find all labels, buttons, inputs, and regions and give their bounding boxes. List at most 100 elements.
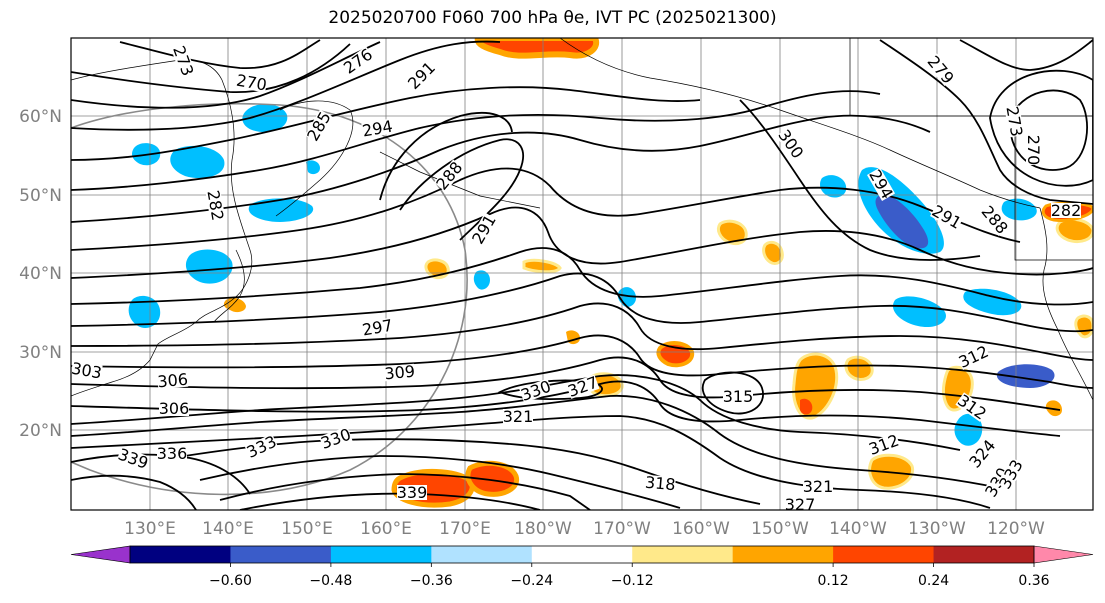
lon-tick-label: 140°E — [202, 519, 254, 539]
shade-blob-orange-14 — [1055, 217, 1093, 244]
lon-tick-label: 140°W — [829, 519, 887, 539]
shade-blob-red-5 — [656, 341, 695, 368]
contour-label-bg — [723, 389, 753, 404]
colorbar-extend-low — [70, 545, 131, 564]
lon-tick-label: 180°W — [514, 519, 572, 539]
contour-label: 309 — [384, 362, 416, 384]
contour-label-bg — [319, 426, 353, 451]
contour-label-bg — [519, 378, 553, 403]
contour-327 — [199, 455, 681, 509]
contour-label-bg — [776, 127, 806, 161]
contour-label-bg — [469, 212, 498, 246]
lat-tick-label: 60°N — [19, 107, 62, 127]
contour-label-bg — [644, 474, 676, 493]
contour-trough-300 — [739, 99, 981, 261]
colorbar-segment — [130, 546, 231, 563]
contour-297 — [71, 247, 1093, 306]
contour-306 — [71, 334, 1093, 389]
colorbar-segment — [230, 546, 332, 563]
shade-blob-orange-4 — [762, 240, 784, 266]
contour-label-bg — [956, 343, 991, 370]
contour-label-bg — [171, 44, 196, 78]
contour-label-bg — [996, 457, 1025, 491]
colorbar-tick-label: −0.24 — [510, 573, 553, 589]
colorbar-extend-high — [1033, 545, 1094, 564]
contour-label-bg — [71, 360, 103, 381]
colorbar-segment — [933, 546, 1035, 563]
contour-label-bg — [867, 432, 901, 457]
contour-label-bg — [116, 446, 150, 471]
coast-kamchatka — [275, 100, 354, 217]
contour-label-group: 273 — [1002, 105, 1026, 138]
lat-tick-label: 40°N — [19, 264, 62, 284]
contour-ridge-291 — [399, 138, 524, 241]
lon-tick-label: 160°W — [672, 519, 730, 539]
contour-288 — [71, 114, 931, 223]
contour-label-bg — [966, 437, 998, 471]
contour-label-bg — [384, 363, 416, 382]
contour-label-group: 306 — [157, 370, 189, 392]
shade-blob-okhotsk-blue — [170, 145, 225, 179]
contour-label-bg — [867, 167, 896, 201]
shade-blob-korea-blue — [128, 295, 161, 329]
contour-label-bg — [159, 401, 189, 416]
contour-label-bg — [803, 479, 833, 494]
shade-blob-orange-2 — [522, 258, 562, 274]
shade-blob-red-8 — [800, 398, 813, 415]
lon-tick-label: 160°E — [360, 519, 412, 539]
contour-label-bg — [503, 409, 533, 424]
colorbar — [70, 545, 1094, 564]
contour-312 — [71, 380, 1061, 437]
contour-285 — [71, 90, 881, 191]
contour-ridge-288 — [379, 112, 513, 201]
shade-blob-blue-21 — [306, 160, 320, 175]
contour-276 — [71, 41, 381, 109]
colorbar-tick-label: −0.60 — [209, 573, 252, 589]
contour-label: 321 — [503, 407, 534, 426]
lon-tick-label: 150°E — [281, 519, 333, 539]
colorbar-tick-label: −0.48 — [309, 573, 352, 589]
colorbar-outline — [129, 545, 1035, 564]
contour-label-bg — [361, 317, 394, 338]
contour-label-group: 315 — [723, 387, 754, 406]
contour-294 — [71, 206, 1093, 279]
contour-label-group: 336 — [157, 444, 188, 463]
contour-label-bg — [397, 485, 427, 500]
contour-label: 270 — [1024, 135, 1043, 166]
lon-tick-label: 170°E — [439, 519, 491, 539]
contour-270 — [119, 39, 321, 69]
shade-blob-orange-9 — [844, 355, 874, 382]
coast-aleutians — [379, 151, 541, 209]
contour-label-bg — [930, 202, 964, 231]
colorbar-segment — [732, 546, 834, 563]
shade-blob-orange-3 — [716, 219, 748, 246]
contour-label-group: 318 — [644, 473, 676, 495]
contour-label-bg — [1026, 135, 1041, 165]
contour-label-bg — [341, 46, 375, 76]
contour-label-group: 339 — [397, 483, 428, 502]
contour-336 — [71, 453, 251, 495]
colorbar-ticks: −0.60−0.48−0.36−0.24−0.120.120.240.360.4… — [209, 563, 1050, 589]
lon-tick-label: 130°E — [124, 519, 176, 539]
contour-291 — [71, 167, 1021, 251]
lon-tick-label: 170°W — [593, 519, 651, 539]
coast-province-border — [1014, 116, 1093, 261]
contour-label-bg — [925, 53, 957, 87]
colorbar-tick-label: 0.12 — [818, 573, 849, 589]
contour-279 — [71, 40, 501, 131]
contour-label-bg — [157, 371, 189, 390]
contour-label: 306 — [159, 399, 190, 418]
coast-japan — [213, 249, 245, 323]
contour-309 — [71, 356, 1061, 411]
contour-label-bg — [244, 433, 279, 460]
lon-tick-label: 150°W — [751, 519, 809, 539]
contour-label-group: 306 — [159, 399, 190, 418]
shade-blob-orange-12 — [1074, 314, 1093, 339]
shade-blob-california-royal — [996, 364, 1055, 388]
contour-label-bg — [979, 203, 1011, 237]
map-title: 2025020700 F060 700 hPa θe, IVT PC (2025… — [328, 8, 777, 28]
contour-label: 327 — [785, 495, 816, 514]
contour-label: 336 — [157, 444, 188, 463]
colorbar-tick-label: 0.36 — [1018, 573, 1049, 589]
